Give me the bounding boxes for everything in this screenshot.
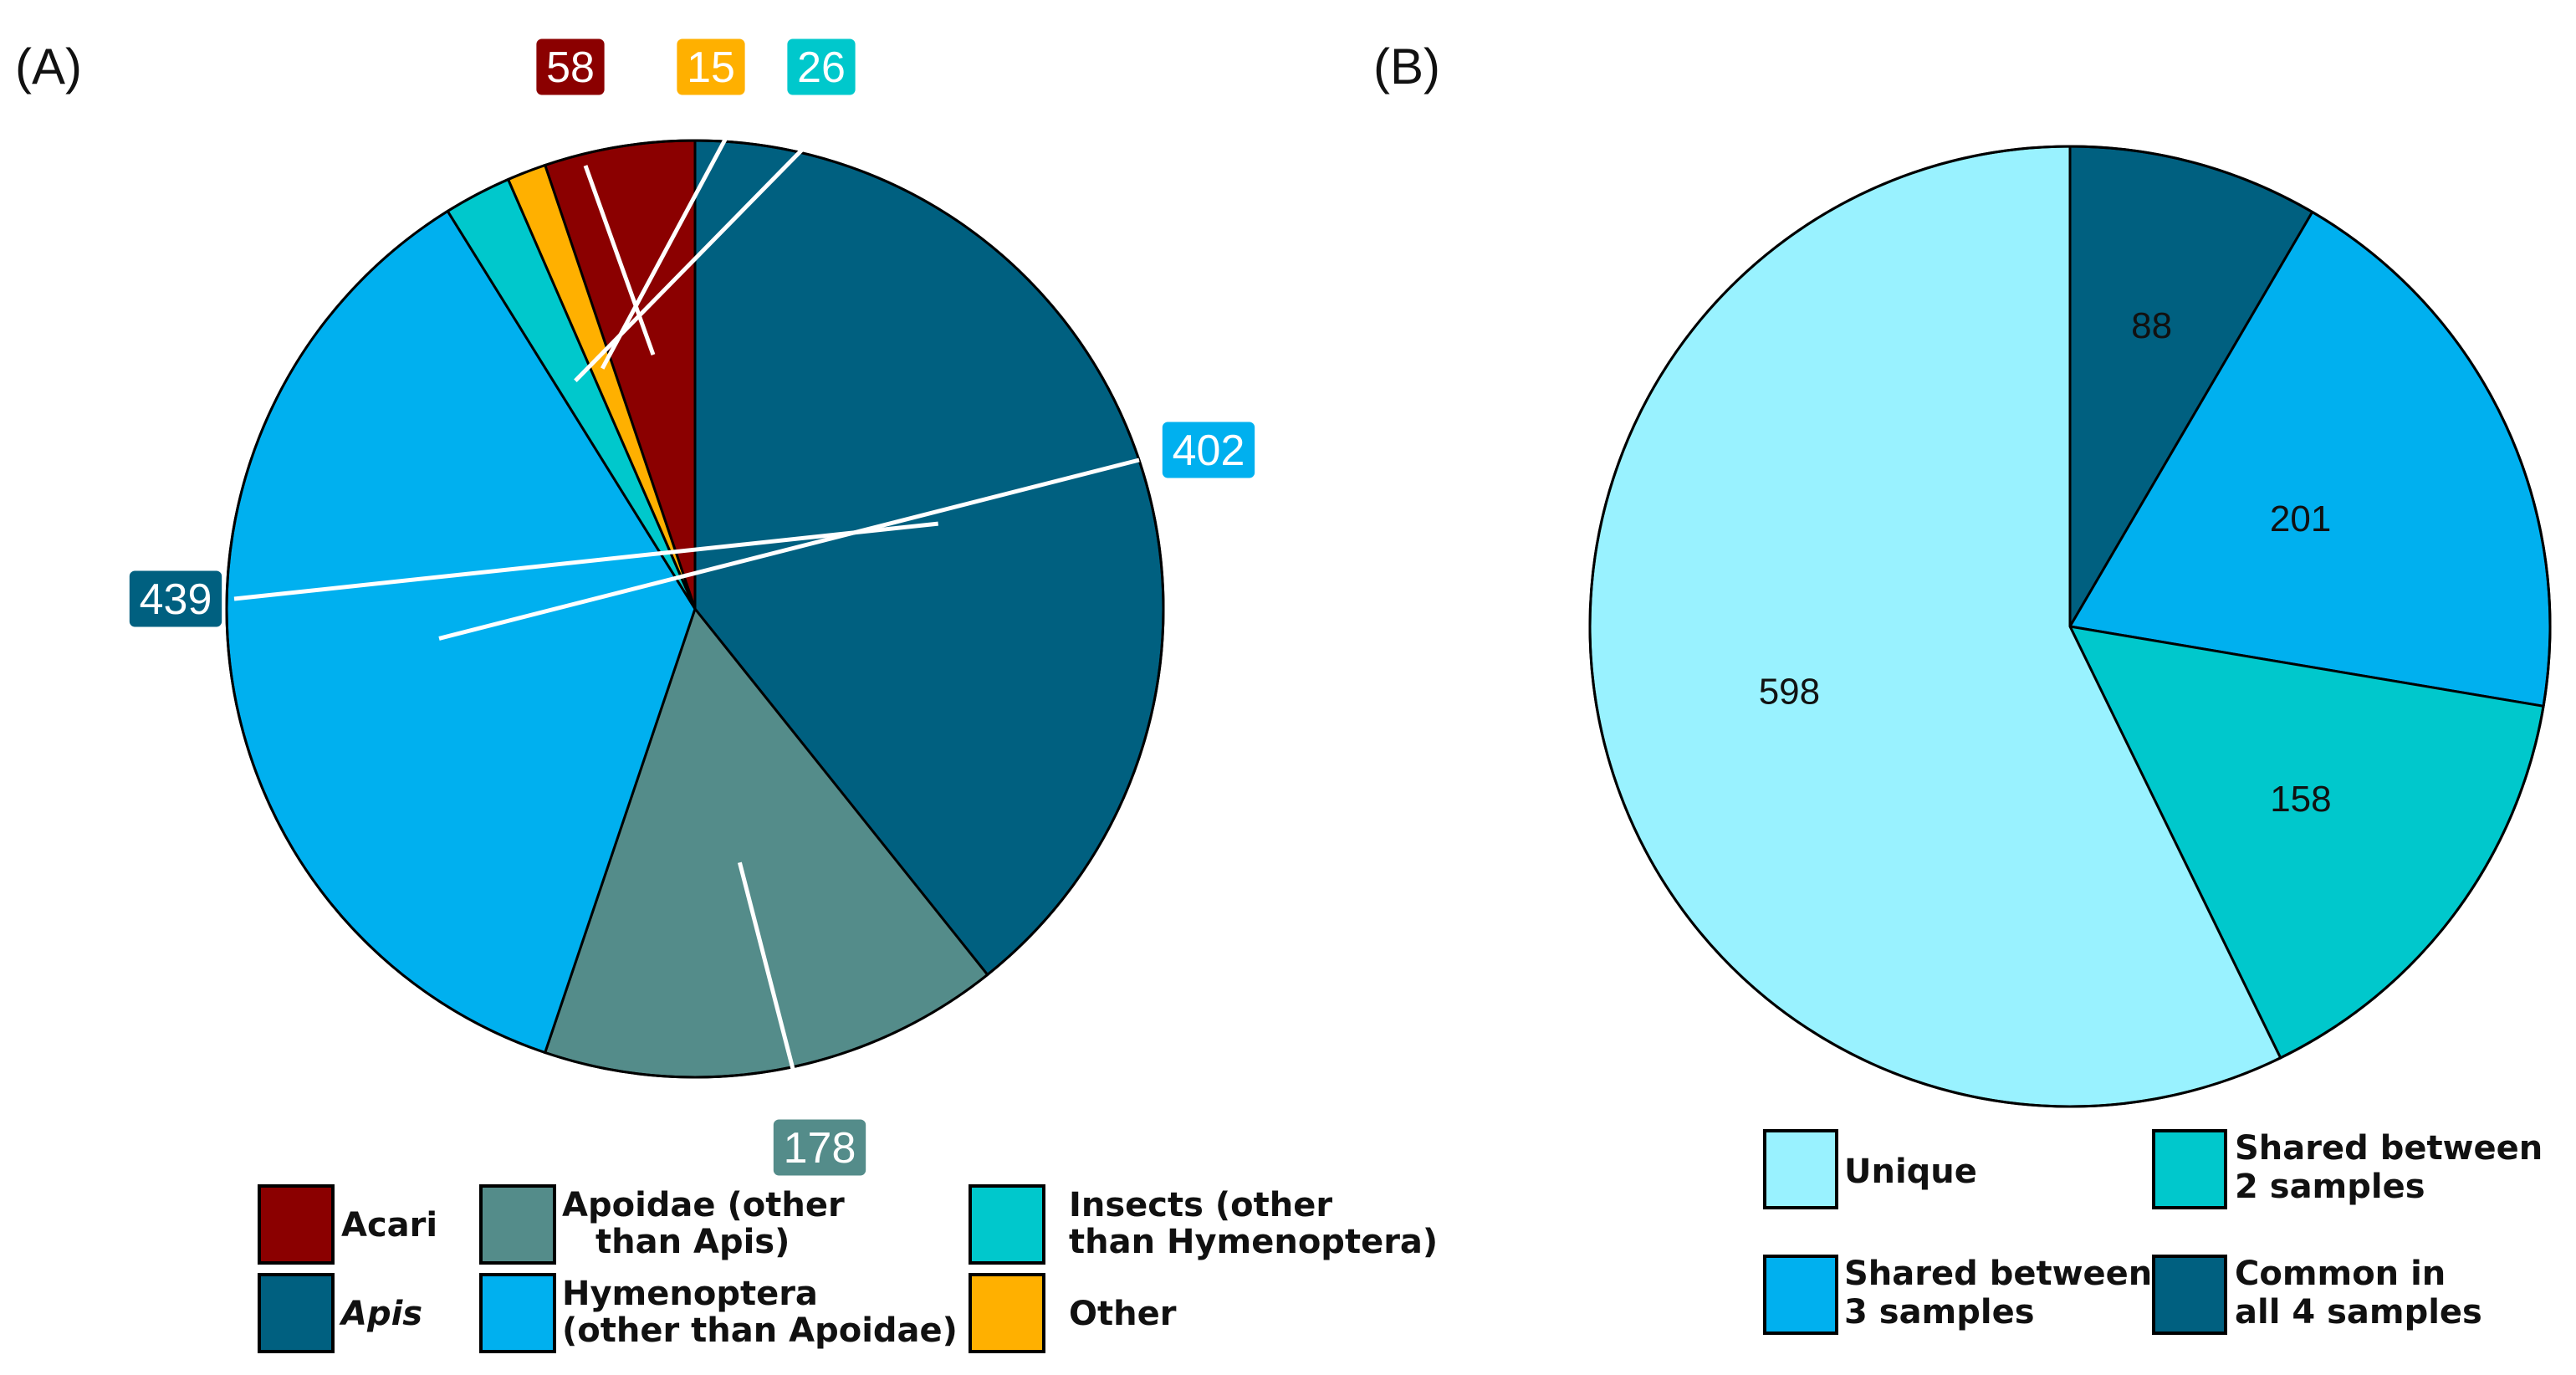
legend-a-label-apis: Apis: [339, 1295, 422, 1333]
callout-box-apoidae: [770, 1117, 869, 1178]
legend-b-label-shared3: Shared between 3 samples: [1844, 1255, 2152, 1332]
pie-outline: [1588, 145, 2552, 1108]
pie-chart-a: [225, 139, 1165, 1079]
callout-box-insects: [785, 36, 858, 98]
legend-b-label-shared2: Shared between 2 samples: [2235, 1129, 2543, 1206]
slice-label-shared3: 201: [2270, 498, 2331, 539]
legend-b-swatch-unique: [1763, 1129, 1838, 1209]
slice-label-common4: 88: [2131, 305, 2172, 346]
callout-value-apis: 439: [140, 575, 212, 624]
callout-value-apoidae: 178: [784, 1124, 856, 1173]
legend-b-label-unique: Unique: [1844, 1153, 1977, 1191]
legend-a-label-other: Other: [1069, 1295, 1177, 1333]
legend-a: Acari Apis Apoidae (other than Apis) Hymenop…: [258, 1184, 1438, 1353]
legend-b-swatch-common4: [2152, 1255, 2227, 1335]
callout-box-acari: [534, 36, 607, 98]
callout-box-hymenoptera: [1159, 419, 1258, 481]
panel-label-a: (A): [15, 38, 82, 95]
pie-outline: [225, 139, 1165, 1079]
callout-value-acari: 58: [546, 43, 595, 92]
legend-a-swatch-hymenoptera: [479, 1273, 556, 1353]
callout-leader-apis: [233, 521, 938, 601]
pie-chart-b: [1588, 145, 2552, 1108]
callout-value-insects: 26: [797, 43, 846, 92]
legend-a-label-apoidae: Apoidae (other than Apis): [562, 1186, 845, 1261]
legend-b: Unique Shared between 2 samples Shared betw…: [1763, 1129, 2543, 1335]
callout-box-apis: [126, 568, 225, 630]
legend-a-swatch-apoidae: [479, 1184, 556, 1265]
legend-a-swatch-acari: [258, 1184, 335, 1265]
callout-leader-apoidae: [737, 861, 795, 1070]
callout-leader-insects: [574, 147, 805, 383]
callout-leader-hymenoptera: [438, 457, 1140, 641]
slice-label-unique: 598: [1759, 672, 1820, 713]
legend-a-label-acari: Acari: [341, 1206, 437, 1245]
legend-a-swatch-apis: [258, 1273, 335, 1353]
legend-a-swatch-other: [969, 1273, 1045, 1353]
callout-box-other: [674, 36, 748, 98]
legend-a-label-insects: Insects (other than Hymenoptera): [1069, 1186, 1438, 1261]
legend-b-label-common4: Common in all 4 samples: [2235, 1255, 2482, 1332]
panel-label-b: (B): [1373, 38, 1440, 95]
pie-b-slice-labels: 88 201 158 598: [1759, 305, 2332, 820]
slice-label-shared2: 158: [2270, 779, 2331, 820]
callout-value-other: 15: [687, 43, 735, 92]
callout-value-hymenoptera: 402: [1173, 427, 1245, 475]
legend-a-swatch-insects: [969, 1184, 1045, 1265]
pie-a-callouts: 58 15 26 402 439 178: [126, 36, 1258, 1178]
legend-a-label-hymenoptera: Hymenoptera (other than Apoidae): [562, 1275, 958, 1350]
legend-b-swatch-shared3: [1763, 1255, 1838, 1335]
callout-leader-acari: [583, 165, 656, 355]
legend-b-swatch-shared2: [2152, 1129, 2227, 1209]
